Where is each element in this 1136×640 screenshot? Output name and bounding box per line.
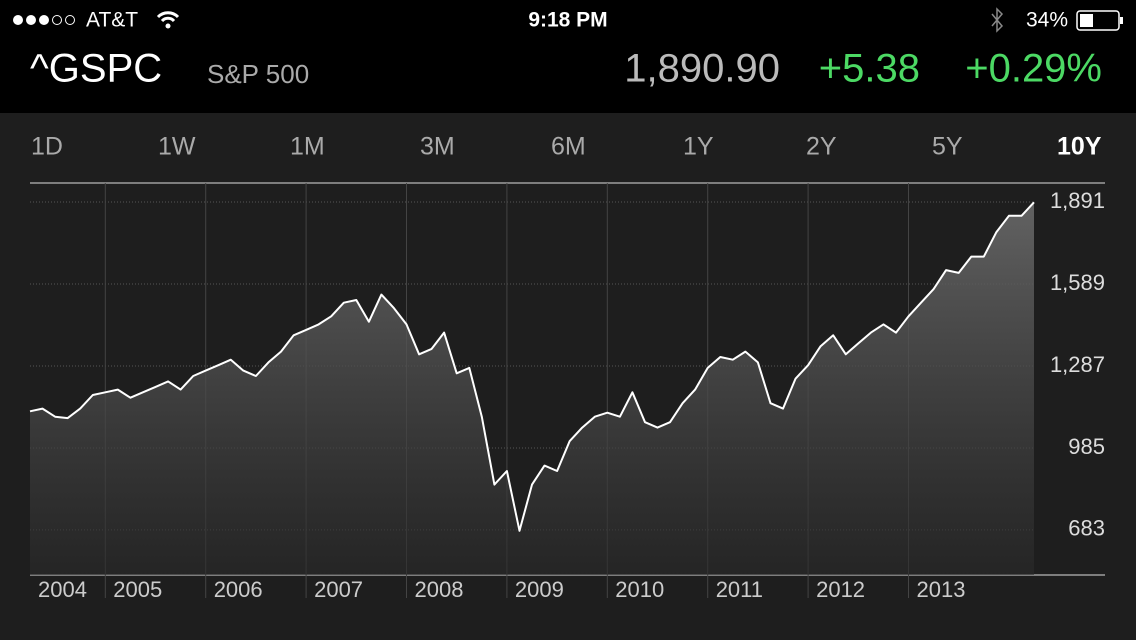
x-tick-label: 2007	[314, 577, 363, 602]
battery-tip	[1120, 17, 1123, 24]
range-tabs: 1D 1W 1M 3M 6M 1Y 2Y 5Y 10Y	[31, 133, 1102, 161]
y-tick-label: 985	[1068, 434, 1105, 459]
x-tick-label: 2013	[917, 577, 966, 602]
x-tick-label: 2004	[38, 577, 87, 602]
battery-level	[1080, 14, 1093, 27]
change[interactable]: +5.38	[819, 47, 920, 91]
x-tick-label: 2005	[113, 577, 162, 602]
x-tick-label: 2010	[615, 577, 664, 602]
wifi-dot	[165, 23, 171, 29]
range-tab[interactable]: 10Y	[1057, 133, 1102, 161]
y-tick-label: 1,891	[1050, 188, 1105, 213]
clock: 9:18 PM	[528, 9, 607, 32]
area	[30, 202, 1034, 576]
x-tick-label: 2012	[816, 577, 865, 602]
bluetooth-icon	[991, 7, 1004, 33]
carrier: AT&T	[86, 9, 138, 32]
price-line	[29, 201, 1035, 532]
range-tab[interactable]: 2Y	[806, 133, 837, 161]
range-tab[interactable]: 3M	[420, 133, 455, 161]
range-tab[interactable]: 5Y	[932, 133, 963, 161]
y-tick-label: 683	[1068, 516, 1105, 541]
range-tab[interactable]: 1W	[158, 133, 196, 161]
y-tick-label: 1,287	[1050, 352, 1105, 377]
x-tick-label: 2011	[716, 577, 763, 602]
x-tick-label: 2009	[515, 577, 564, 602]
battery-percent: 34%	[1026, 9, 1068, 32]
price: 1,890.90	[624, 47, 780, 91]
y-tick-label: 1,589	[1050, 270, 1105, 295]
header-bg	[0, 0, 1136, 113]
range-tab[interactable]: 1D	[31, 133, 63, 161]
range-tab[interactable]: 6M	[551, 133, 586, 161]
x-tick-label: 2008	[415, 577, 464, 602]
symbol: ^GSPC	[30, 47, 162, 91]
change-percent[interactable]: +0.29%	[965, 47, 1102, 91]
signal	[13, 15, 75, 25]
range-tab[interactable]: 1Y	[683, 133, 714, 161]
x-tick-label: 2006	[214, 577, 263, 602]
range-tab[interactable]: 1M	[290, 133, 325, 161]
company-name: S&P 500	[207, 59, 309, 89]
wifi-icon	[156, 11, 180, 23]
plot: 683 985 1,287 1,589 1,891 2004 2005 2006 2007 200…	[29, 182, 1105, 602]
battery-icon	[1076, 10, 1120, 31]
